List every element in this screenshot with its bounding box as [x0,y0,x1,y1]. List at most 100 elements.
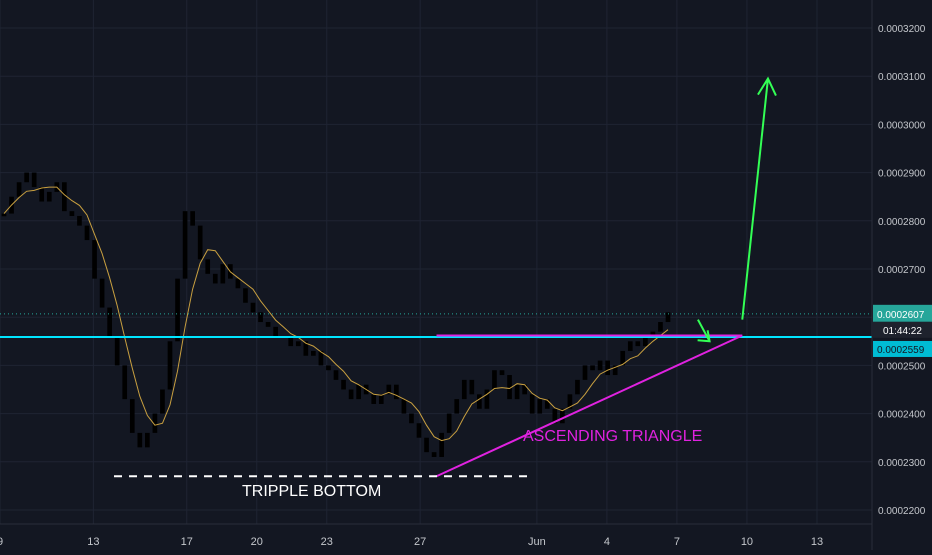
x-tick-label: 13 [87,536,99,548]
candle-body [1,213,7,217]
candle-body [356,384,361,400]
triangle-bottom-line [436,334,743,478]
candle-body [212,273,218,284]
candle-body [265,322,271,327]
candle-body [99,278,105,308]
candle-body [167,341,173,390]
candle-body [658,322,663,332]
candle-body [273,326,278,337]
candle-body [650,331,656,337]
candle-body [333,370,339,380]
y-tick-label: 0.0002500 [878,361,926,372]
candle-body [182,211,188,279]
target-arrow-shaft [741,78,769,320]
y-tick-label: 0.0002200 [878,506,926,517]
candle-body [243,288,248,303]
target-arrow-head [757,76,777,97]
candle-body [477,394,482,409]
candle-body [469,379,475,395]
candle-body [205,259,211,274]
candle-body [62,182,67,212]
candle-body [16,182,22,197]
moving-average-layer [3,186,669,442]
moving-average-line [3,186,669,442]
x-tick-label: 9 [0,536,3,548]
candle-body [250,302,256,313]
candle-body [665,312,671,323]
candle-body [507,375,512,400]
candle-body [371,394,377,404]
x-tick-label: 17 [181,536,193,548]
candle-body [129,399,135,433]
candle-body [492,370,497,390]
candle-body [575,379,580,395]
candle-body [431,452,437,457]
x-tick-label: 27 [414,536,426,548]
candle-body [107,307,112,337]
candle-body [537,399,543,414]
y-tick-label: 0.0003000 [878,120,926,131]
level-price-label: 0.0002559 [877,345,925,356]
candle-body [461,379,467,400]
y-tick-label: 0.0002400 [878,410,926,421]
candle-body [446,413,452,433]
candle-body [122,365,128,400]
last-price-badge [873,304,932,322]
candle-body [620,350,626,366]
candle-layer [1,172,671,457]
countdown-label: 01:44:22 [883,326,922,337]
y-tick-label: 0.0002900 [878,169,926,180]
candle-body [84,225,90,241]
candle-body [590,365,595,371]
y-tick-label: 0.0002700 [878,265,926,276]
drawing-layer: TRIPPLE BOTTOM ASCENDING TRIANGLE [0,76,872,500]
candle-body [348,389,354,400]
ascending-triangle-label: ASCENDING TRIANGLE [523,428,702,445]
candle-body [137,432,143,448]
candle-body [39,187,45,202]
x-tick-label: 7 [674,536,680,548]
candle-body [499,370,505,376]
candle-body [295,341,301,347]
candle-body [378,394,384,404]
candle-body [522,384,527,395]
y-tick-label: 0.0002300 [878,458,926,469]
candle-body [24,172,29,183]
candle-body [235,278,241,289]
y-tick-label: 0.0003100 [878,72,926,83]
candle-body [31,172,37,188]
level-price-badge [873,340,932,357]
candle-body [318,350,324,366]
last-price-label: 0.0002607 [877,310,925,321]
candle-body [197,225,203,260]
candle-body [401,399,407,414]
x-tick-label: 20 [251,536,263,548]
candle-body [341,379,346,390]
price-axis[interactable]: 0.0002200 0.0002300 0.0002400 0.0002500 0.00… [871,0,932,550]
candle-body [114,336,120,366]
candle-body [69,211,75,216]
candle-body [582,365,588,380]
candle-body [190,211,195,226]
candle-body [145,432,150,448]
candle-body [605,360,610,376]
candle-body [627,341,633,351]
candle-body [160,389,165,414]
candle-body [394,384,399,400]
candle-body [597,360,603,371]
x-tick-label: 23 [321,536,333,548]
candle-body [220,264,226,284]
candle-body [77,215,82,226]
time-axis[interactable]: 9 13 17 20 23 27 Jun 4 7 10 13 [0,523,872,548]
candle-body [439,432,444,457]
pullback-arrow-head [697,330,711,343]
candle-body [484,389,490,409]
price-badges: 0.0002607 01:44:22 0.0002559 [873,304,932,357]
candle-body [529,394,535,414]
candle-body [567,394,573,409]
tripple-bottom-label: TRIPPLE BOTTOM [242,483,381,500]
candle-body [560,408,565,424]
